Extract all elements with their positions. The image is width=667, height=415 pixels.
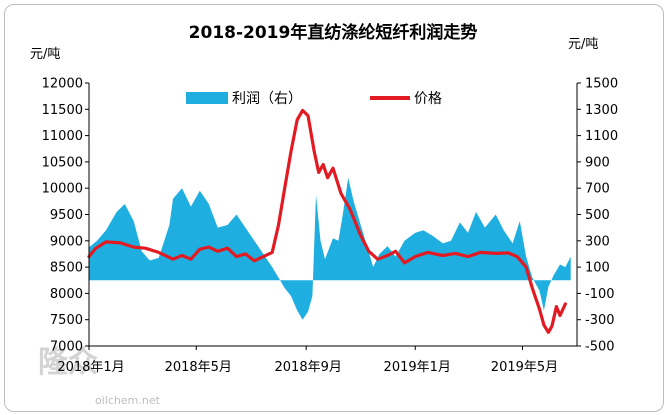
right-tick-label: 100 — [585, 261, 610, 276]
watermark: 隆众 oilchem.net — [38, 345, 161, 407]
left-tick-label: 7500 — [50, 313, 83, 328]
watermark-subtext: oilchem.net — [95, 394, 161, 407]
legend-label-profit: 利润（右） — [232, 91, 302, 107]
right-tick-label: 1300 — [585, 103, 618, 118]
left-axis-unit: 元/吨 — [30, 47, 60, 62]
legend-swatch-profit — [186, 92, 228, 104]
left-tick-label: 7000 — [50, 340, 83, 355]
x-axis-ticks: 2018年1月 2018年5月 2018年9月 2019年1月 2019年5月 — [57, 346, 558, 375]
x-tick-label: 2018年1月 — [57, 360, 124, 375]
x-tick-label: 2018年5月 — [165, 360, 232, 375]
x-tick-label: 2019年5月 — [491, 360, 558, 375]
legend: 利润（右） 价格 — [186, 91, 442, 107]
left-tick-label: 9000 — [50, 234, 83, 249]
left-tick-label: 11500 — [42, 103, 83, 118]
x-tick-label: 2019年1月 — [384, 360, 451, 375]
legend-label-price: 价格 — [414, 91, 442, 107]
right-axis-unit: 元/吨 — [568, 37, 598, 52]
right-tick-label: 500 — [585, 208, 610, 223]
right-tick-label: -100 — [585, 287, 615, 302]
left-tick-label: 12000 — [42, 77, 83, 92]
chart-title: 2018-2019年直纺涤纶短纤利润走势 — [189, 22, 478, 43]
price-line — [87, 108, 568, 334]
right-tick-label: 300 — [585, 234, 610, 249]
left-tick-label: 9500 — [50, 208, 83, 223]
left-tick-label: 10500 — [42, 155, 83, 170]
right-tick-label: 1100 — [585, 129, 618, 144]
chart-frame — [4, 4, 664, 412]
right-tick-label: 1500 — [585, 77, 618, 92]
left-tick-label: 8000 — [50, 287, 83, 302]
left-tick-label: 8500 — [50, 261, 83, 276]
profit-area — [89, 177, 571, 320]
left-tick-label: 11000 — [42, 129, 83, 144]
right-tick-label: 700 — [585, 182, 610, 197]
watermark-text: 隆众 — [38, 345, 98, 380]
axes — [88, 83, 578, 347]
right-axis-ticks: 1500 1300 1100 900 700 500 300 100 -100 -300 -500 — [577, 77, 618, 355]
right-tick-label: 900 — [585, 155, 610, 170]
right-tick-label: -500 — [585, 340, 615, 355]
price-line-layer — [87, 108, 568, 334]
left-axis-ticks: 12000 11500 11000 10500 10000 9500 9000 8500 800… — [42, 77, 89, 355]
x-tick-label: 2018年9月 — [275, 360, 342, 375]
right-tick-label: -300 — [585, 313, 615, 328]
profit-area-layer — [89, 177, 571, 320]
left-tick-label: 10000 — [42, 182, 83, 197]
